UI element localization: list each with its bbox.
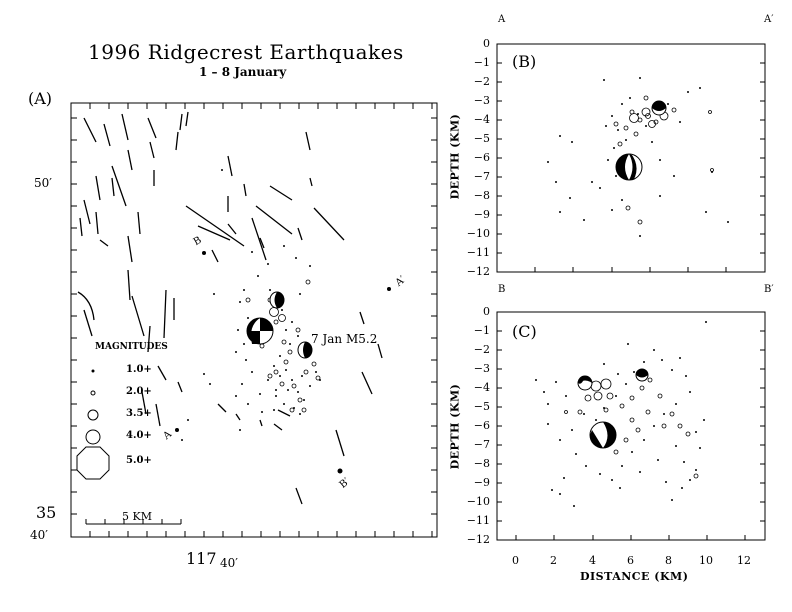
panel-c-label: (C) (512, 322, 537, 341)
map-subtitle: 1 – 8 January (199, 65, 287, 79)
legend-item-label: 2.0+ (126, 386, 152, 397)
section-b-point (202, 251, 206, 255)
section-a-point (175, 428, 179, 432)
y-tick-label: −2 (473, 75, 490, 88)
map-frame (70, 102, 438, 538)
panel-b-label: (B) (512, 52, 537, 71)
panel-a-label: (A) (28, 89, 53, 108)
scale-label: 5 KM (122, 510, 152, 523)
panel-c-dots (535, 321, 707, 507)
y-tick-label: −1 (473, 56, 490, 69)
lat-label-35: 35 (36, 503, 57, 522)
y-tick-label: −5 (473, 400, 490, 413)
fault-lines (77, 111, 383, 505)
y-tick-label: −3 (473, 362, 490, 375)
map-ticks (71, 103, 437, 537)
y-tick-label: −11 (466, 514, 490, 527)
panel-c-focal-east (635, 368, 649, 382)
y-tick-label: −10 (466, 495, 490, 508)
focal-mechanism-north (269, 291, 285, 309)
y-tick-label: −12 (466, 265, 490, 278)
event-dots (181, 169, 321, 441)
y-tick-label: −7 (473, 438, 490, 451)
y-tick-label: −11 (466, 246, 490, 259)
y-tick-label: −7 (473, 170, 490, 183)
focal-mechanism-mainshock (246, 317, 274, 345)
y-tick-label: −8 (473, 189, 490, 202)
x-tick-label: 8 (665, 554, 672, 567)
event-annotation: 7 Jan M5.2 (311, 332, 378, 346)
x-tick-label: 2 (550, 554, 557, 567)
y-tick-label: −6 (473, 419, 490, 432)
map-title: 1996 Ridgecrest Earthquakes (88, 40, 404, 64)
panel-b-edge-ticks (497, 43, 765, 272)
x-tick-label: 0 (512, 554, 519, 567)
panel-c-corner-left: B (498, 284, 506, 295)
panel-c-focal-west (577, 375, 593, 391)
y-tick-label: −6 (473, 151, 490, 164)
panel-b-corner-right: A′ (764, 14, 774, 25)
panel-c-frame (496, 311, 766, 541)
panel-b-mainshock (615, 153, 643, 181)
y-tick-label: −2 (473, 343, 490, 356)
lat-label-40: 40′ (30, 528, 48, 542)
panel-c-mainshock (589, 421, 617, 449)
panel-c-xlabel: DISTANCE (KM) (580, 570, 689, 583)
y-tick-label: −3 (473, 94, 490, 107)
x-tick-label: 12 (737, 554, 751, 567)
y-tick-label: −12 (466, 533, 490, 546)
y-tick-label: −4 (473, 113, 490, 126)
lon-label-minutes: 40′ (220, 556, 238, 570)
section-aprime-point (387, 287, 391, 291)
y-tick-label: −1 (473, 324, 490, 337)
y-tick-label: −9 (473, 476, 490, 489)
legend-item-label: 3.5+ (126, 408, 152, 419)
legend-item-label: 4.0+ (126, 430, 152, 441)
y-tick-label: −9 (473, 208, 490, 221)
x-tick-label: 10 (699, 554, 713, 567)
focal-mechanism-7jan (297, 341, 313, 359)
y-tick-label: 0 (483, 305, 490, 318)
lon-label: 117 (186, 549, 217, 568)
y-tick-label: −10 (466, 227, 490, 240)
lat-label-50: 50′ (34, 176, 52, 190)
y-tick-label: −8 (473, 457, 490, 470)
legend-symbols (76, 369, 110, 480)
panel-c-circles (564, 377, 699, 479)
panel-b-focal-small (651, 100, 667, 116)
panel-b-circles (613, 95, 714, 225)
x-tick-label: 4 (589, 554, 596, 567)
x-tick-label: 6 (627, 554, 634, 567)
y-tick-label: −5 (473, 132, 490, 145)
y-tick-label: −4 (473, 381, 490, 394)
section-bprime-point (337, 468, 343, 474)
legend-item-label: 5.0+ (126, 455, 152, 466)
scale-bar (85, 519, 182, 525)
panel-b-corner-left: A (498, 14, 506, 25)
panel-b-dots (547, 77, 729, 237)
y-tick-label: 0 (483, 37, 490, 50)
legend-item-label: 1.0+ (126, 364, 152, 375)
panel-c-edge-ticks (497, 330, 765, 540)
legend-title: MAGNITUDES (95, 342, 168, 352)
panel-c-corner-right: B′ (764, 284, 774, 295)
